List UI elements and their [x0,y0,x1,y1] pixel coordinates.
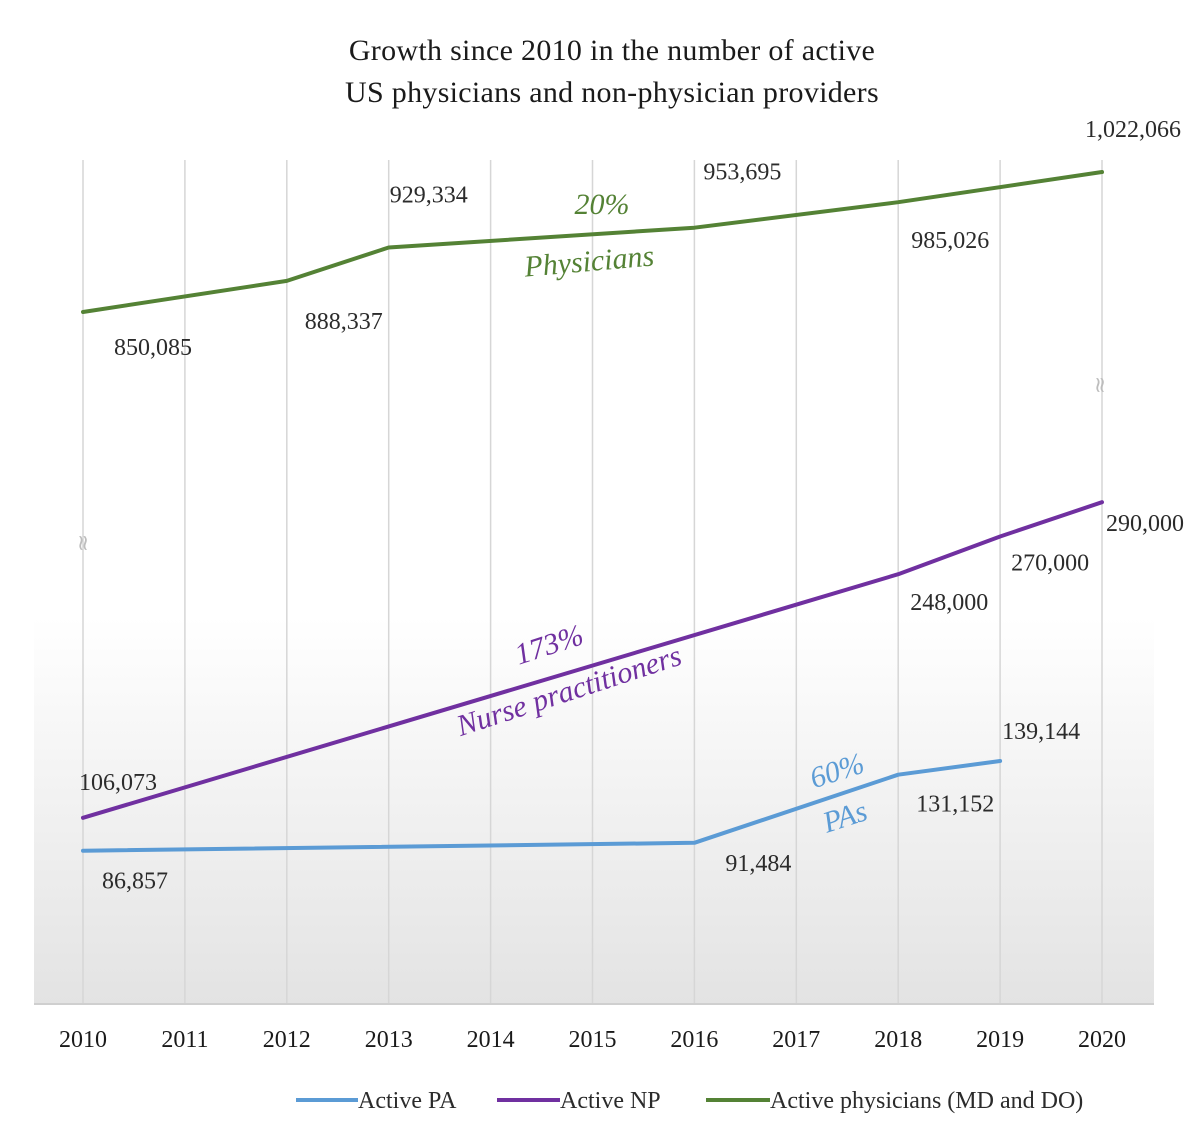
x-tick-2012: 2012 [263,1027,311,1053]
series-line-np [81,500,1104,820]
chart-title-line-2: US physicians and non-physician provider… [345,76,879,109]
gridlines [82,160,1103,1004]
plot-background [34,300,1154,1004]
x-axis-ticks: 2010 2011 2012 2013 2014 2015 2016 2017 2018 2019… [59,1027,1126,1053]
series-annotation-physicians: Physicians [522,239,655,283]
data-label-np-2020: 290,000 [1106,511,1184,537]
axis-breaks: ≈≈ [71,376,1113,552]
x-tick-2010: 2010 [59,1027,107,1053]
axis-break-mark: ≈ [1088,376,1113,394]
x-tick-2015: 2015 [569,1027,617,1053]
data-label-np-2010: 106,073 [79,770,157,796]
data-label-physicians-2010: 850,085 [114,335,192,361]
data-label-pa-2010: 86,857 [102,869,168,895]
data-label-pa-2016: 91,484 [725,851,791,877]
data-label-pa-2019: 139,144 [1002,719,1080,745]
series-line-physicians [81,170,1104,314]
data-labels: 86,857 91,484 131,152 139,144 106,073 248,000… [79,117,1184,895]
x-tick-2016: 2016 [670,1027,718,1053]
data-label-physicians-2018: 985,026 [911,228,989,254]
legend-label-pa: Active PA [358,1088,457,1114]
x-tick-2013: 2013 [365,1027,413,1053]
legend-label-np: Active NP [560,1088,661,1114]
data-label-np-2018: 248,000 [910,590,988,616]
data-label-physicians-2012: 888,337 [305,309,383,335]
data-label-np-2019: 270,000 [1011,550,1089,576]
x-tick-2017: 2017 [772,1027,820,1053]
legend: Active PA Active NP Active physicians (MD … [296,1088,1083,1114]
x-tick-2020: 2020 [1078,1027,1126,1053]
legend-label-physicians: Active physicians (MD and DO) [770,1088,1083,1114]
x-tick-2011: 2011 [161,1027,208,1053]
data-label-physicians-2013: 929,334 [390,182,468,208]
series-lines [81,170,1104,853]
data-label-physicians-2020: 1,022,066 [1085,117,1181,143]
data-label-pa-2018: 131,152 [916,792,994,818]
growth-annotation-physicians: 20% [575,188,630,221]
x-tick-2014: 2014 [467,1027,515,1053]
data-label-physicians-2016: 953,695 [703,160,781,186]
chart-title-line-1: Growth since 2010 in the number of activ… [349,34,875,67]
x-tick-2018: 2018 [874,1027,922,1053]
series-line-pa [81,759,1003,853]
axis-break-mark: ≈ [71,534,96,552]
x-tick-2019: 2019 [976,1027,1024,1053]
